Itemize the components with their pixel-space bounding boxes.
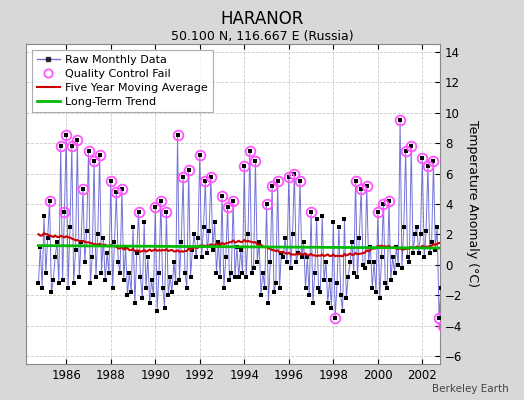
Text: HARANOR: HARANOR [220, 10, 304, 28]
Legend: Raw Monthly Data, Quality Control Fail, Five Year Moving Average, Long-Term Tren: Raw Monthly Data, Quality Control Fail, … [32, 50, 213, 112]
Text: Berkeley Earth: Berkeley Earth [432, 384, 508, 394]
Text: 50.100 N, 116.667 E (Russia): 50.100 N, 116.667 E (Russia) [171, 30, 353, 43]
Y-axis label: Temperature Anomaly (°C): Temperature Anomaly (°C) [466, 120, 479, 288]
